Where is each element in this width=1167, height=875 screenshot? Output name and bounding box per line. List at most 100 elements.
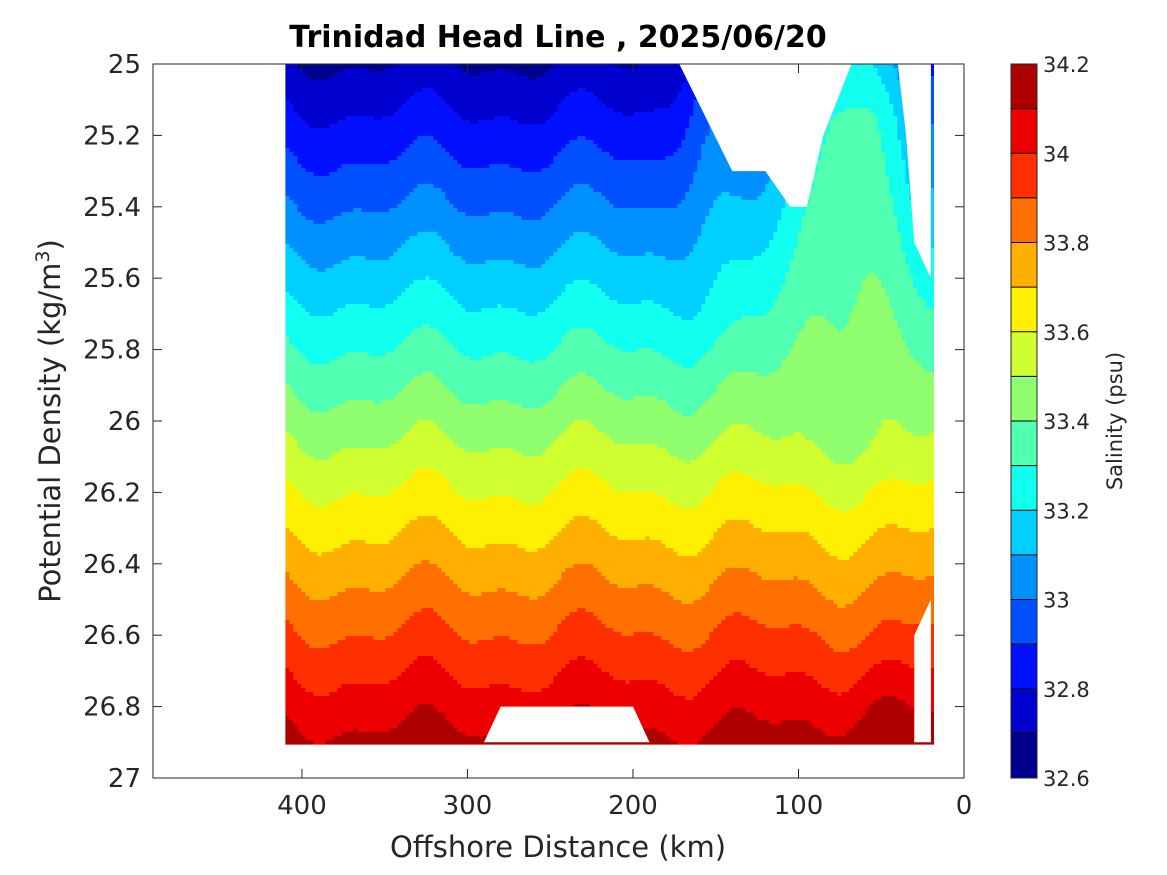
contour-cell <box>381 376 386 381</box>
contour-cell <box>389 696 394 701</box>
contour-cell <box>285 276 290 281</box>
contour-cell <box>397 204 402 209</box>
contour-cell <box>305 320 310 325</box>
contour-cell <box>309 332 314 337</box>
contour-cell <box>289 468 294 473</box>
contour-cell <box>325 740 330 745</box>
contour-cell <box>361 652 366 657</box>
contour-cell <box>289 628 294 633</box>
contour-cell <box>353 96 358 101</box>
contour-cell <box>329 160 334 165</box>
contour-cell <box>297 284 302 289</box>
contour-cell <box>369 656 374 661</box>
contour-cell <box>365 360 370 365</box>
contour-cell <box>309 360 314 365</box>
contour-cell <box>333 700 338 705</box>
contour-cell <box>381 460 386 465</box>
contour-cell <box>341 628 346 633</box>
contour-cell <box>285 740 290 745</box>
contour-cell <box>373 464 378 469</box>
contour-cell <box>341 636 346 641</box>
contour-cell <box>289 496 294 501</box>
contour-cell <box>361 220 366 225</box>
contour-cell <box>301 296 306 301</box>
contour-cell <box>301 252 306 257</box>
contour-cell <box>373 108 378 113</box>
contour-cell <box>349 132 354 137</box>
contour-cell <box>365 260 370 265</box>
contour-cell <box>361 348 366 353</box>
contour-cell <box>305 84 310 89</box>
contour-cell <box>397 616 402 621</box>
contour-cell <box>341 396 346 401</box>
contour-cell <box>329 388 334 393</box>
contour-cell <box>353 104 358 109</box>
contour-cell <box>341 680 346 685</box>
contour-cell <box>377 204 382 209</box>
contour-cell <box>393 608 398 613</box>
contour-cell <box>377 128 382 133</box>
contour-cell <box>289 484 294 489</box>
contour-cell <box>317 436 322 441</box>
contour-cell <box>333 368 338 373</box>
contour-cell <box>345 708 350 713</box>
contour-cell <box>297 172 302 177</box>
contour-cell <box>329 684 334 689</box>
contour-cell <box>377 424 382 429</box>
contour-cell <box>337 572 342 577</box>
contour-cell <box>373 236 378 241</box>
contour-cell <box>301 488 306 493</box>
contour-cell <box>285 464 290 469</box>
contour-cell <box>381 536 386 541</box>
contour-cell <box>357 724 362 729</box>
contour-cell <box>313 244 318 249</box>
contour-cell <box>305 332 310 337</box>
contour-cell <box>289 492 294 497</box>
contour-cell <box>393 372 398 377</box>
contour-cell <box>373 448 378 453</box>
contour-cell <box>329 392 334 397</box>
contour-cell <box>389 100 394 105</box>
contour-cell <box>353 392 358 397</box>
contour-cell <box>297 184 302 189</box>
contour-cell <box>337 80 342 85</box>
contour-cell <box>309 168 314 173</box>
contour-cell <box>373 292 378 297</box>
contour-cell <box>317 228 322 233</box>
contour-cell <box>325 280 330 285</box>
contour-cell <box>289 116 294 121</box>
contour-cell <box>393 120 398 125</box>
contour-cell <box>361 340 366 345</box>
contour-cell <box>337 64 342 69</box>
contour-cell <box>393 260 398 265</box>
contour-cell <box>353 116 358 121</box>
contour-cell <box>349 656 354 661</box>
contour-cell <box>389 720 394 725</box>
contour-cell <box>341 704 346 709</box>
contour-cell <box>365 576 370 581</box>
contour-cell <box>333 712 338 717</box>
contour-cell <box>341 516 346 521</box>
contour-cell <box>341 652 346 657</box>
contour-cell <box>357 256 362 261</box>
contour-cell <box>321 120 326 125</box>
contour-cell <box>325 96 330 101</box>
contour-cell <box>325 560 330 565</box>
contour-cell <box>313 264 318 269</box>
contour-cell <box>341 260 346 265</box>
contour-cell <box>401 236 406 241</box>
contour-cell <box>353 284 358 289</box>
contour-cell <box>377 352 382 357</box>
contour-cell <box>313 156 318 161</box>
contour-cell <box>365 356 370 361</box>
contour-cell <box>389 556 394 561</box>
contour-cell <box>369 100 374 105</box>
contour-cell <box>381 368 386 373</box>
contour-cell <box>397 396 402 401</box>
contour-cell <box>317 660 322 665</box>
contour-cell <box>333 292 338 297</box>
contour-cell <box>389 600 394 605</box>
contour-cell <box>301 408 306 413</box>
contour-cell <box>301 536 306 541</box>
contour-cell <box>297 168 302 173</box>
